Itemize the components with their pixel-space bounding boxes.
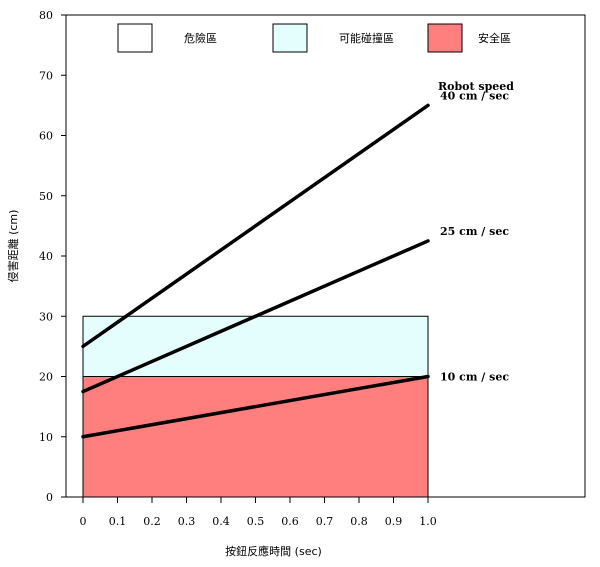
legend: 危險區 可能碰撞區 安全區 xyxy=(117,23,511,53)
x-axis: 0 0.1 0.2 0.3 0.4 0.5 0.6 0.7 0.8 0.9 1.0 xyxy=(80,497,437,528)
y-tick-label: 50 xyxy=(39,190,53,203)
series-label-2: 10 cm / sec xyxy=(440,371,509,384)
x-tick-label: 0 xyxy=(80,515,87,528)
y-tick-label: 70 xyxy=(39,69,53,82)
x-tick-label: 0.6 xyxy=(281,515,299,528)
x-tick-label: 0.7 xyxy=(316,515,334,528)
x-tick-label: 0.5 xyxy=(247,515,265,528)
y-tick-label: 30 xyxy=(39,310,53,323)
x-tick-label: 0.8 xyxy=(350,515,368,528)
y-tick-label: 10 xyxy=(39,431,53,444)
legend-label-2: 安全區 xyxy=(478,31,511,45)
x-tick-label: 0.4 xyxy=(212,515,230,528)
y-tick-label: 40 xyxy=(39,250,53,263)
legend-swatch-2 xyxy=(427,23,463,53)
series-line-0 xyxy=(81,103,430,349)
y-tick-label: 20 xyxy=(39,371,53,384)
series-line-1 xyxy=(81,239,430,394)
x-tick-label: 0.3 xyxy=(178,515,196,528)
y-axis-title: 侵害距離 (cm) xyxy=(6,210,20,283)
series-label-1: 25 cm / sec xyxy=(440,225,509,238)
x-tick-label: 1.0 xyxy=(419,515,437,528)
legend-title: Robot speed xyxy=(438,80,514,93)
x-axis-title: 按鈕反應時間 (sec) xyxy=(225,544,322,558)
series-layer: 40 cm / sec 25 cm / sec 10 cm / sec xyxy=(81,89,509,439)
series-line-2 xyxy=(81,374,430,439)
zone-0 xyxy=(82,376,429,498)
legend-label-0: 危險區 xyxy=(184,31,217,45)
x-tick-label: 0.9 xyxy=(385,515,403,528)
y-tick-label: 60 xyxy=(39,130,53,143)
series-label-0: 40 cm / sec xyxy=(440,89,509,102)
x-tick-label: 0.1 xyxy=(109,515,127,528)
y-axis: 0 10 20 30 40 50 60 70 80 xyxy=(39,9,66,504)
legend-swatch-1 xyxy=(272,23,308,53)
y-tick-label: 80 xyxy=(39,9,53,22)
y-tick-label: 0 xyxy=(46,491,53,504)
legend-label-1: 可能碰撞區 xyxy=(339,31,394,45)
legend-swatch-0 xyxy=(117,23,153,53)
x-tick-label: 0.2 xyxy=(143,515,161,528)
